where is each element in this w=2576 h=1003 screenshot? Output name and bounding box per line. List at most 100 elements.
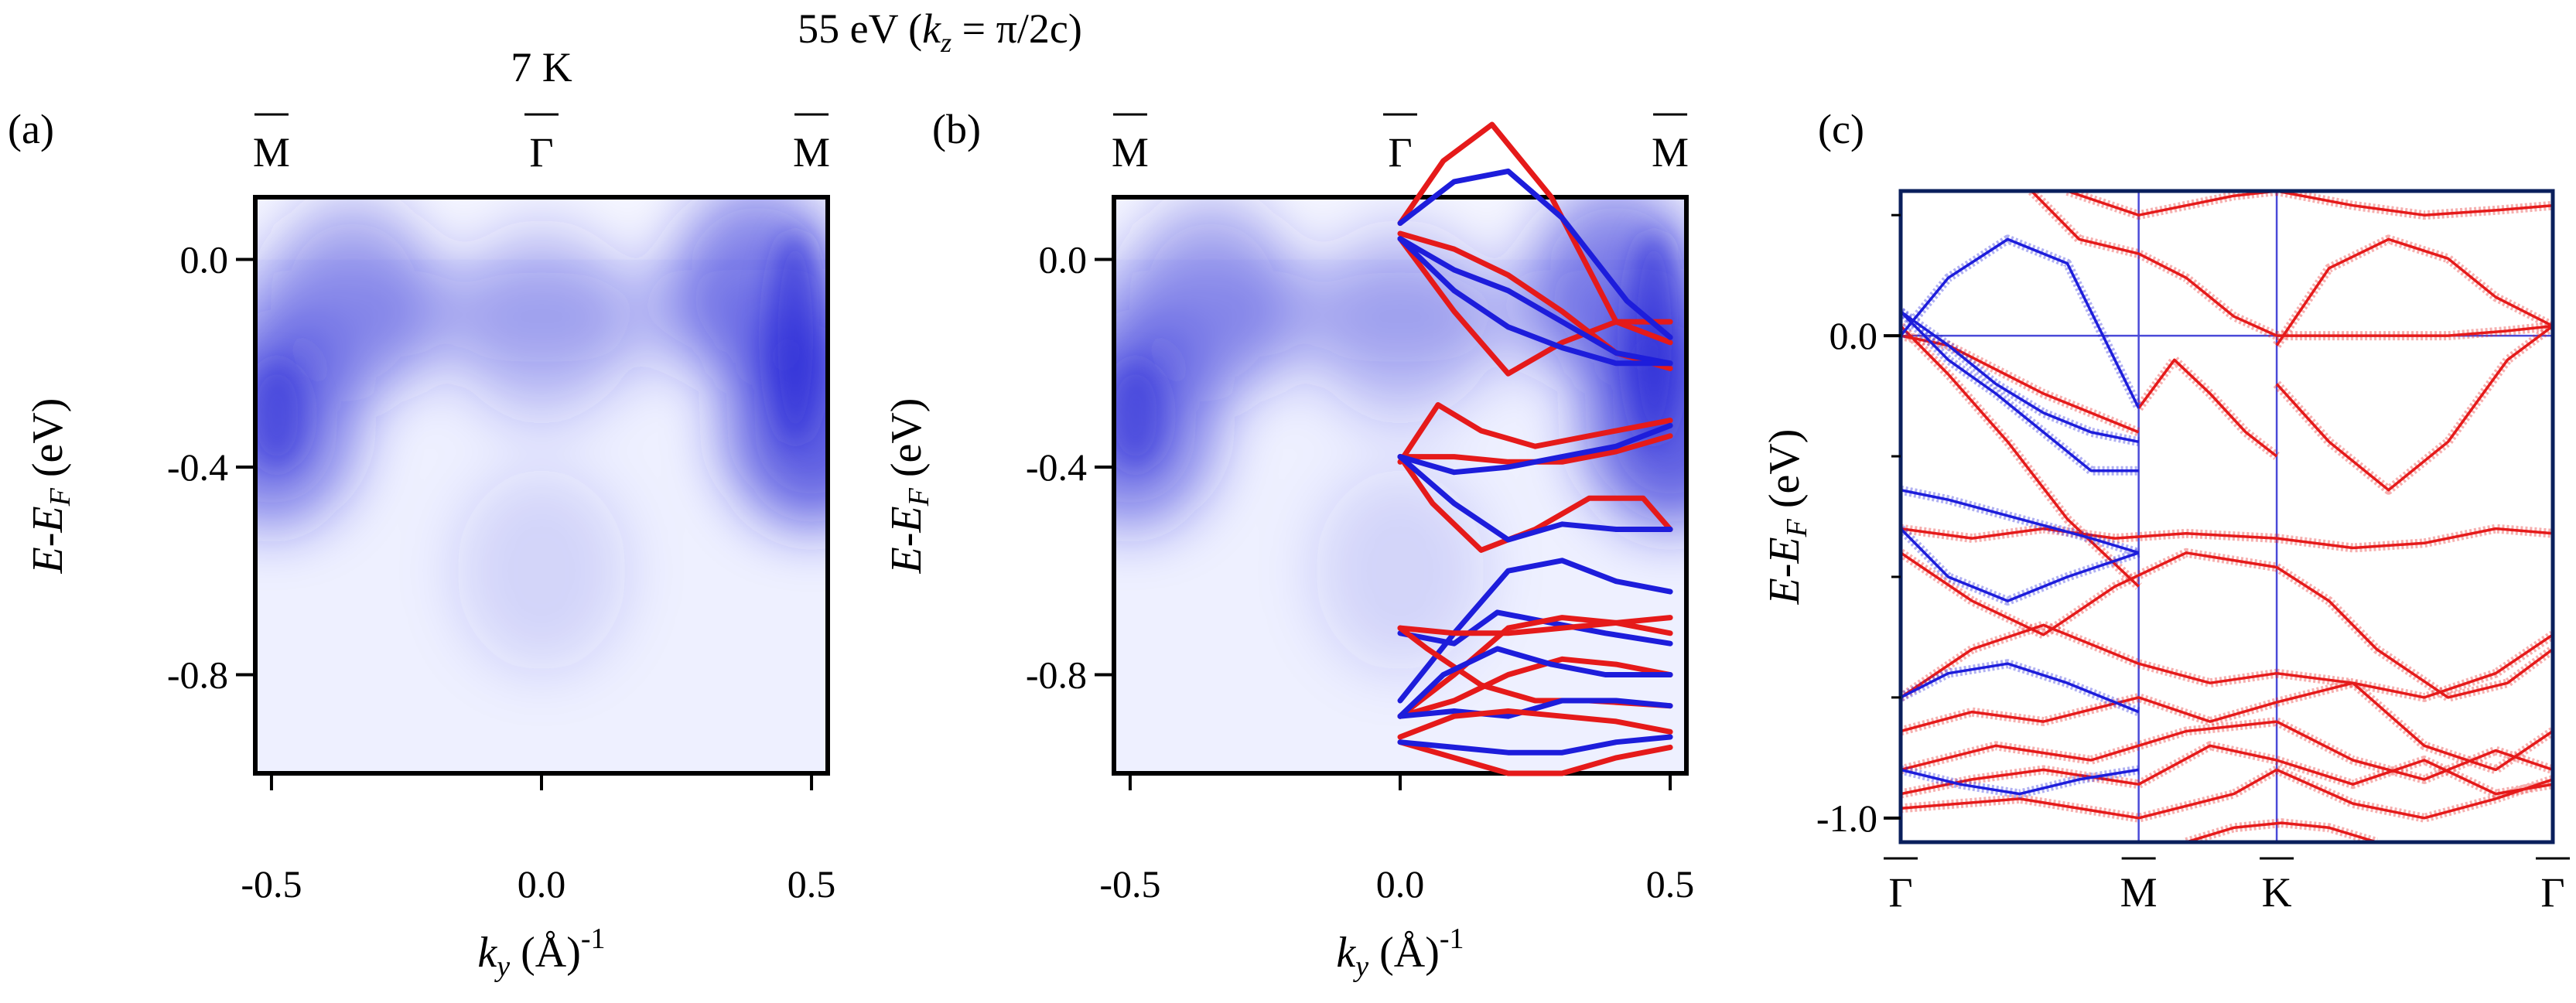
figure-title: 55 eV (kz = π/2c) [798,5,1082,58]
band-line [1901,551,2277,636]
slab-band-red [2276,630,2553,702]
band-line-blue [1397,422,1673,476]
x-tick-label: -0.5 [241,862,302,906]
band-line [1901,768,2277,820]
band-line-blue [1397,646,1673,719]
high-symmetry-point-label: M [253,113,290,176]
intensity-feature [768,229,823,446]
high-symmetry-point-label: M [1652,113,1689,176]
high-symmetry-point-label: Γ [1884,857,1918,916]
band-line-blue [1397,236,1673,367]
band-ring-texture [1901,741,2278,799]
band-ring-texture [1901,620,2277,701]
slab-band-red [2276,524,2553,553]
slab-band-blue [1901,525,2140,606]
slab-band-red [1901,692,2278,736]
slab-band-red [2134,355,2280,460]
y-tick-label: -0.8 [1026,653,1087,696]
x-axis-label-b: ky (Å)-1 [1336,923,1464,983]
band-line-blue [1397,168,1673,340]
slab-band-blue [1901,308,2139,476]
band-line [2185,821,2377,842]
slab-band-red [1901,620,2277,701]
band-line [1901,488,2140,554]
band-line [1901,334,2140,434]
high-symmetry-point-text: M [1112,129,1149,176]
slab-band-blue [1901,234,2144,411]
band-line-blue [1397,454,1673,543]
band-line-red [1397,236,1673,377]
band-ring-texture [1901,692,2278,736]
band-line [2137,358,2278,458]
intensity-feature [267,200,438,402]
panel-c: (c) 0.0 -1.0 Γ M K Γ E-EF (eV) [1761,106,2570,916]
band-line-blue [1397,236,1673,367]
intensity-feature [1315,221,1485,423]
slab-band-red [1901,766,2280,823]
band-ring-texture [1901,659,2140,717]
slab-band-blue [1901,765,2140,799]
slab-band-red [1901,524,2277,544]
band-line [1901,720,2277,772]
panel-label-a: (a) [8,106,54,152]
x-tick-label: 0.0 [518,862,566,906]
y-tick-label: -0.4 [1026,445,1087,489]
band-line [2275,237,2553,346]
intensity-feature [456,221,627,423]
band-line-red [1397,656,1673,719]
band-line [1901,310,2139,473]
y-tick-label: -1.0 [1816,797,1877,840]
band-line [2276,527,2553,550]
plot-frame-a [253,195,830,776]
band-line-blue [1397,734,1673,756]
y-tick-label: -0.4 [167,445,228,489]
slab-band-red [1901,741,2278,799]
band-line [1901,325,2140,588]
band-line-blue [1397,698,1673,719]
band-line [1901,527,2140,602]
high-symmetry-point-text: Γ [1388,129,1412,176]
band-ring-texture [2275,191,2553,220]
high-symmetry-point-text: M [793,129,830,176]
band-line [1901,768,2139,796]
band-line [1901,696,2277,733]
high-symmetry-point-label: K [2260,857,2294,916]
band-line-red [1397,615,1673,719]
y-axis-label-c: E-EF (eV) [1761,429,1813,606]
high-symmetry-point-text: Γ [2540,869,2564,916]
slab-band-blue [1901,308,2140,447]
y-axis-label-a: E-EF (eV) [24,398,77,575]
band-ring-texture [1901,485,2140,558]
band-line-red [1397,402,1673,465]
high-symmetry-point-label: Γ [524,113,559,176]
y-tick-label: -0.8 [167,653,228,696]
y-tick-label: 0.0 [180,238,229,281]
band-line [1901,310,2140,444]
slab-band-red [1901,548,2278,640]
slab-band-red [2028,191,2279,340]
high-symmetry-point-text: Γ [529,129,553,176]
intensity-feature [456,470,627,672]
arpes-intensity-map-a [255,197,828,773]
slab-band-red [2273,234,2553,348]
slab-band-red [1901,717,2277,775]
high-symmetry-point-label: M [1112,113,1149,176]
high-symmetry-point-label: Γ [1383,113,1417,176]
slab-band-blue [1901,485,2140,558]
slab-band-red [2065,191,2277,220]
temperature-label: 7 K [511,44,572,90]
band-ring-texture [2273,322,2553,495]
x-tick-label: 0.5 [787,862,836,906]
high-symmetry-point-label: M [2120,857,2157,916]
high-symmetry-point-text: Γ [1888,869,1912,916]
band-line [1901,237,2140,409]
slab-band-structure-c [1901,191,2553,842]
high-symmetry-point-label: M [793,113,830,176]
high-symmetry-point-text: M [2120,869,2157,916]
axes-a: 0.0 -0.4 -0.8 -0.5 0.0 0.5 [167,238,835,906]
